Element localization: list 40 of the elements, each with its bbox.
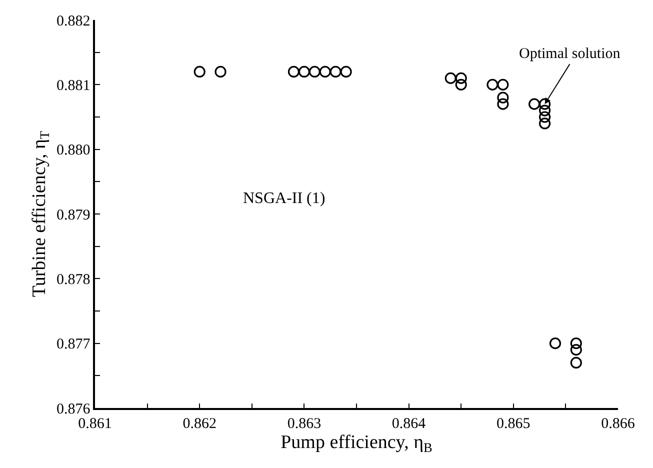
point: [570, 356, 582, 369]
y-tick-label: 0.877: [56, 336, 91, 353]
x-tick-label: 0.865: [496, 416, 530, 432]
y-tick-label: 0.880: [56, 142, 90, 159]
point: [298, 66, 310, 78]
x-tick-label: 0.864: [392, 416, 426, 432]
point: [528, 98, 540, 110]
point: [455, 78, 467, 90]
point: [538, 111, 551, 123]
point: [497, 92, 509, 104]
point: [194, 66, 206, 78]
point: [308, 66, 320, 78]
point: [570, 344, 582, 356]
annotation: Optimal solution: [519, 46, 621, 62]
point: [214, 66, 226, 78]
point: [288, 66, 300, 78]
point: [497, 98, 509, 110]
x-tick-label: 0.866: [601, 416, 636, 432]
y-tick-label: 0.882: [56, 13, 90, 30]
point: [330, 66, 342, 78]
point: [549, 338, 562, 350]
point: [486, 78, 498, 90]
point: [538, 104, 551, 116]
point: [538, 118, 551, 130]
y-tick-label: 0.881: [56, 78, 90, 94]
x-tick-label: 0.861: [78, 416, 112, 432]
point: [340, 66, 352, 78]
point: [538, 98, 551, 110]
y-tick-label: 0.879: [56, 207, 90, 224]
point: [497, 78, 509, 90]
y-tick-label: 0.878: [56, 272, 90, 288]
point: [570, 338, 582, 350]
point: [444, 72, 456, 84]
point: [319, 66, 331, 78]
x-axis-title: Pump efficiency, η$_{B}$: [280, 432, 433, 456]
x-tick-label: 0.862: [182, 416, 216, 432]
x-tick-label: 0.863: [287, 416, 322, 432]
point: [455, 72, 467, 84]
annotation: NSGA-II (1): [243, 190, 326, 207]
y-tick-label: 0.876: [56, 401, 91, 418]
